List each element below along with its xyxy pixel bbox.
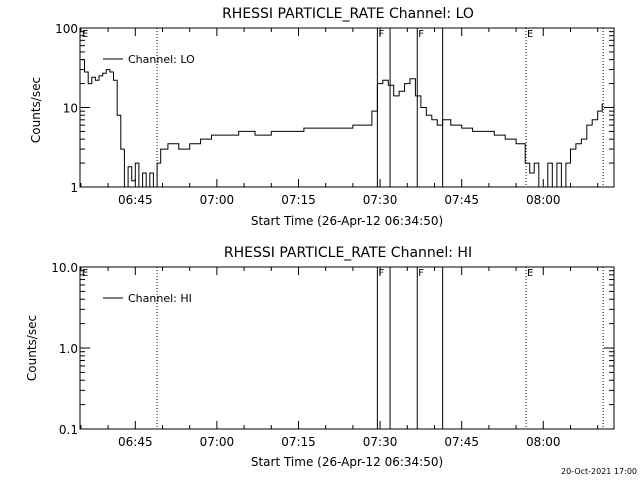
lo-legend: Channel: LO [103,53,195,66]
lo-marker-label: F [418,29,424,40]
lo-ticks: 06:45 07:00 07:15 07:30 07:45 08:00 1 10 100 [55,22,614,207]
lo-xlabel: Start Time (26-Apr-12 06:34:50) [251,214,443,228]
hi-marker-label: F [418,268,424,279]
hi-xtick-label: 06:45 [118,435,153,449]
hi-ytick-label: 10.0 [51,261,78,275]
lo-xtick-label: 06:45 [118,193,153,207]
lo-marker-label: E [82,29,88,40]
lo-ytick-label: 10 [63,102,78,116]
hi-xtick-label: 07:45 [444,435,479,449]
lo-xtick-label: 07:30 [363,193,398,207]
hi-channel-panel: RHESSI PARTICLE_RATE Channel: HI 06:45 07… [25,245,615,469]
lo-series-line [80,59,604,188]
lo-title: RHESSI PARTICLE_RATE Channel: LO [222,6,474,22]
lo-xtick-label: 07:00 [200,193,235,207]
hi-ticks: 06:45 07:00 07:15 07:30 07:45 08:00 0.1 1.0 10.0 [51,261,614,449]
lo-xtick-label: 07:15 [281,193,316,207]
hi-ylabel: Counts/sec [25,315,39,381]
hi-xtick-label: 07:30 [363,435,398,449]
lo-series [80,59,604,188]
lo-xtick-label: 08:00 [526,193,561,207]
hi-xtick-label: 07:00 [200,435,235,449]
lo-ytick-label: 1 [70,181,78,195]
hi-marker-label: F [378,268,384,279]
lo-marker-label: E [527,29,533,40]
hi-marker-label: E [527,268,533,279]
footer-timestamp: 20-Oct-2021 17:00 [561,467,637,476]
lo-legend-label: Channel: LO [128,53,195,66]
lo-channel-panel: RHESSI PARTICLE_RATE Channel: LO 06:45 07… [29,6,615,228]
lo-ylabel: Counts/sec [29,77,43,143]
hi-xtick-label: 08:00 [526,435,561,449]
lo-ytick-label: 100 [55,22,78,36]
hi-ytick-label: 0.1 [59,423,78,437]
hi-legend-label: Channel: HI [128,292,192,305]
hi-xlabel: Start Time (26-Apr-12 06:34:50) [251,455,443,469]
hi-title: RHESSI PARTICLE_RATE Channel: HI [224,245,472,261]
lo-marker-label: F [378,29,384,40]
hi-ytick-label: 1.0 [59,342,78,356]
hi-xtick-label: 07:15 [281,435,316,449]
lo-xtick-label: 07:45 [444,193,479,207]
hi-legend: Channel: HI [103,292,192,305]
hi-marker-label: E [82,268,88,279]
